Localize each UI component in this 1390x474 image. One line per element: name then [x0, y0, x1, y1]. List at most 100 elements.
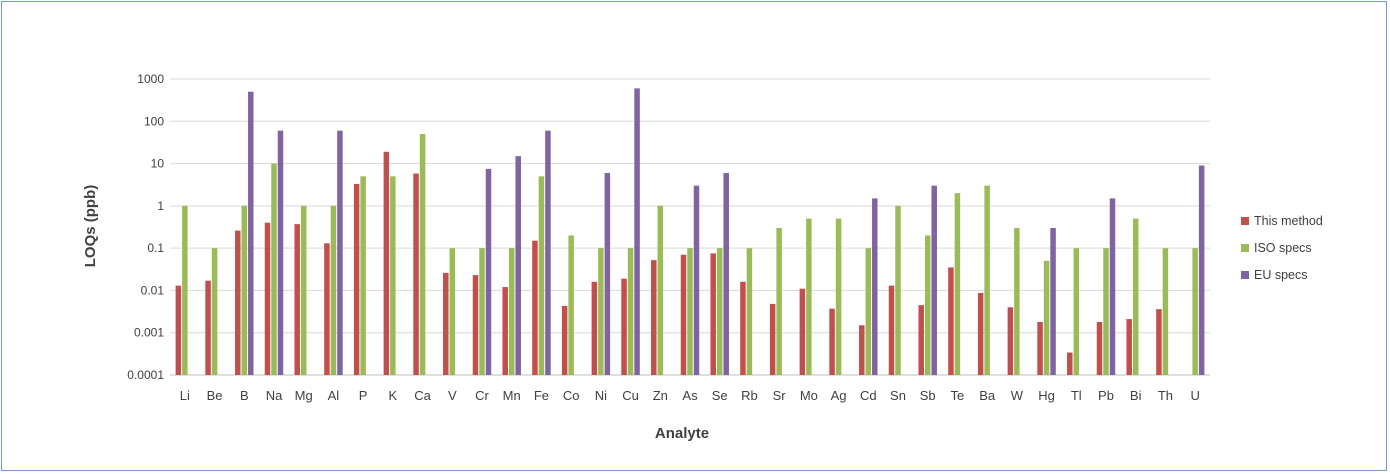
y-tick-label: 10	[151, 157, 165, 171]
x-tick-label: Ni	[595, 388, 607, 403]
x-tick-label: Fe	[534, 388, 549, 403]
bar-iso-specs-sn	[895, 205, 901, 375]
bar-iso-specs-li	[182, 205, 188, 375]
bar-this-method-pb	[1096, 321, 1103, 375]
x-tick-label: Cu	[622, 388, 639, 403]
bar-iso-specs-fe	[538, 176, 545, 375]
bar-eu-specs-cr	[485, 168, 492, 375]
bar-iso-specs-se	[716, 248, 723, 375]
bar-this-method-b	[235, 230, 241, 375]
bar-this-method-te	[948, 267, 954, 375]
x-tick-label: Ca	[414, 388, 431, 403]
bar-this-method-th	[1156, 309, 1162, 375]
x-tick-label: Bi	[1130, 388, 1142, 403]
bar-this-method-bi	[1126, 319, 1132, 375]
bar-this-method-zn	[651, 260, 657, 375]
bar-iso-specs-ca	[419, 134, 426, 375]
legend: This method ISO specs EU specs	[1241, 214, 1323, 282]
bar-iso-specs-al	[330, 205, 337, 375]
bar-eu-specs-b	[248, 91, 254, 375]
y-tick-labels: 1000 100 10 1 0.1 0.01 0.001 0.0001	[127, 72, 164, 382]
bar-this-method-al	[324, 243, 330, 375]
bar-this-method-cu	[621, 278, 627, 375]
x-tick-label: Te	[951, 388, 965, 403]
legend-swatch	[1241, 244, 1249, 252]
bar-this-method-fe	[532, 240, 538, 375]
x-tick-label: B	[240, 388, 249, 403]
x-tick-label: Li	[180, 388, 190, 403]
bar-this-method-ni	[591, 281, 598, 375]
y-tick-label: 100	[144, 114, 164, 128]
x-tick-label: Zn	[653, 388, 668, 403]
bar-iso-specs-ni	[598, 248, 604, 375]
legend-swatch	[1241, 217, 1249, 225]
bar-this-method-as	[680, 254, 687, 375]
x-tick-label: Sr	[773, 388, 787, 403]
x-tick-label: Mn	[503, 388, 521, 403]
bar-iso-specs-pb	[1103, 248, 1109, 375]
bar-iso-specs-u	[1192, 248, 1198, 375]
bar-this-method-sr	[769, 303, 776, 375]
bar-eu-specs-fe	[545, 130, 551, 375]
bar-iso-specs-w	[1014, 227, 1020, 375]
x-tick-label: Sn	[890, 388, 906, 403]
bar-this-method-mg	[294, 224, 300, 375]
legend-swatch	[1241, 271, 1249, 279]
bar-this-method-ca	[413, 173, 419, 375]
bar-iso-specs-sb	[924, 235, 931, 375]
x-tick-label: Tl	[1071, 388, 1082, 403]
y-tick-label: 0.01	[141, 283, 165, 297]
x-tick-label: Rb	[741, 388, 758, 403]
bar-iso-specs-ag	[835, 218, 842, 375]
bar-this-method-ag	[829, 308, 835, 375]
bar-this-method-cr	[472, 275, 479, 375]
bar-eu-specs-se	[723, 172, 729, 375]
bar-eu-specs-u	[1198, 165, 1205, 375]
bar-iso-specs-rb	[746, 248, 753, 375]
bars	[175, 88, 1205, 375]
bar-iso-specs-cr	[479, 248, 485, 375]
legend-label: ISO specs	[1254, 241, 1312, 255]
bar-iso-specs-sr	[776, 227, 782, 375]
bar-eu-specs-hg	[1050, 227, 1056, 375]
legend-label: This method	[1254, 214, 1323, 228]
bar-iso-specs-k	[390, 176, 396, 375]
bar-this-method-be	[205, 280, 211, 375]
y-tick-label: 1	[157, 199, 164, 213]
x-tick-label: Se	[712, 388, 728, 403]
y-tick-label: 0.0001	[127, 368, 164, 382]
x-tick-label: Be	[207, 388, 223, 403]
bar-eu-specs-cd	[872, 198, 878, 375]
bar-eu-specs-na	[277, 130, 284, 375]
bar-this-method-na	[264, 222, 271, 375]
bar-eu-specs-mn	[515, 156, 521, 375]
bar-this-method-p	[353, 183, 360, 375]
x-tick-label: Th	[1158, 388, 1173, 403]
bar-this-method-hg	[1037, 321, 1043, 375]
bar-iso-specs-mn	[508, 248, 515, 375]
x-tick-label: P	[359, 388, 368, 403]
y-axis-title: LOQs (ppb)	[82, 185, 99, 268]
bar-iso-specs-hg	[1043, 260, 1050, 375]
bar-iso-specs-cu	[627, 248, 634, 375]
x-tick-label: U	[1190, 388, 1199, 403]
x-tick-label: Cr	[475, 388, 489, 403]
bar-iso-specs-th	[1162, 248, 1169, 375]
x-axis-title: Analyte	[655, 425, 709, 442]
bar-iso-specs-bi	[1132, 218, 1139, 375]
bar-iso-specs-ba	[984, 185, 990, 375]
bar-iso-specs-be	[211, 248, 218, 375]
bar-this-method-mo	[799, 288, 806, 375]
x-tick-label: K	[389, 388, 398, 403]
bar-iso-specs-mg	[300, 205, 307, 375]
x-tick-label: Al	[328, 388, 340, 403]
bar-this-method-cd	[859, 325, 865, 375]
bar-eu-specs-ni	[604, 172, 611, 375]
y-tick-label: 1000	[137, 72, 164, 86]
bar-iso-specs-te	[954, 193, 961, 375]
bar-this-method-tl	[1067, 352, 1073, 375]
bar-iso-specs-v	[449, 248, 456, 375]
x-tick-label: Sb	[920, 388, 936, 403]
bar-this-method-ba	[977, 292, 984, 375]
